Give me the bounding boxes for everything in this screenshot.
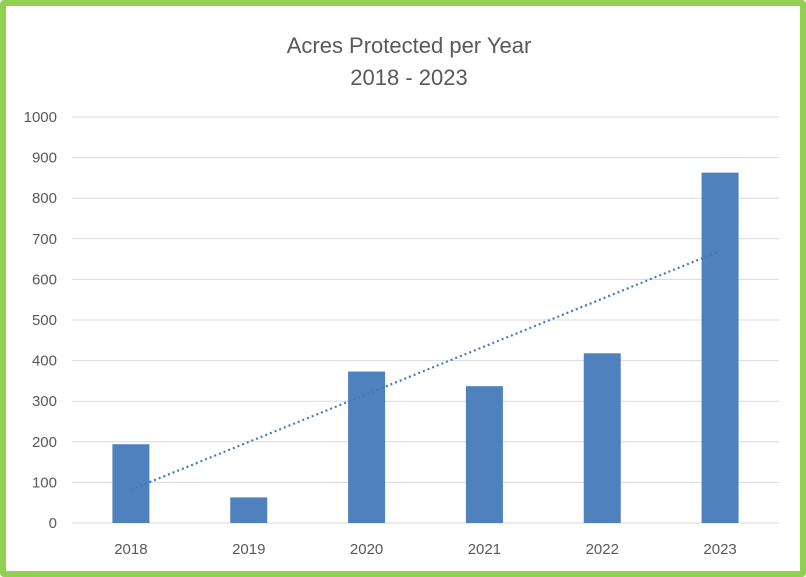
y-tick-label: 200 (32, 434, 57, 451)
y-tick-label: 600 (32, 271, 57, 288)
chart-title: Acres Protected per Year (286, 33, 532, 58)
bar (465, 386, 503, 523)
x-tick-label: 2021 (468, 541, 501, 558)
y-tick-label: 700 (32, 231, 57, 248)
y-tick-label: 1000 (24, 109, 57, 126)
y-tick-label: 400 (32, 353, 57, 370)
bar (230, 497, 268, 523)
x-tick-label: 2022 (586, 541, 619, 558)
trendline (130, 249, 721, 491)
y-tick-label: 300 (32, 393, 57, 410)
x-tick-label: 2018 (114, 541, 147, 558)
chart-title-block: Acres Protected per Year 2018 - 2023 (6, 30, 806, 94)
bar (701, 172, 739, 523)
y-tick-label: 500 (32, 312, 57, 329)
y-tick-label: 100 (32, 474, 57, 491)
y-tick-label: 800 (32, 190, 57, 207)
bar (348, 371, 386, 523)
x-tick-label: 2020 (350, 541, 383, 558)
bar (583, 353, 621, 523)
x-tick-label: 2019 (232, 541, 265, 558)
bar (112, 444, 150, 523)
x-tick-label: 2023 (703, 541, 736, 558)
chart-subtitle: 2018 - 2023 (350, 65, 468, 90)
y-tick-label: 0 (49, 515, 57, 532)
y-tick-label: 900 (32, 150, 57, 167)
